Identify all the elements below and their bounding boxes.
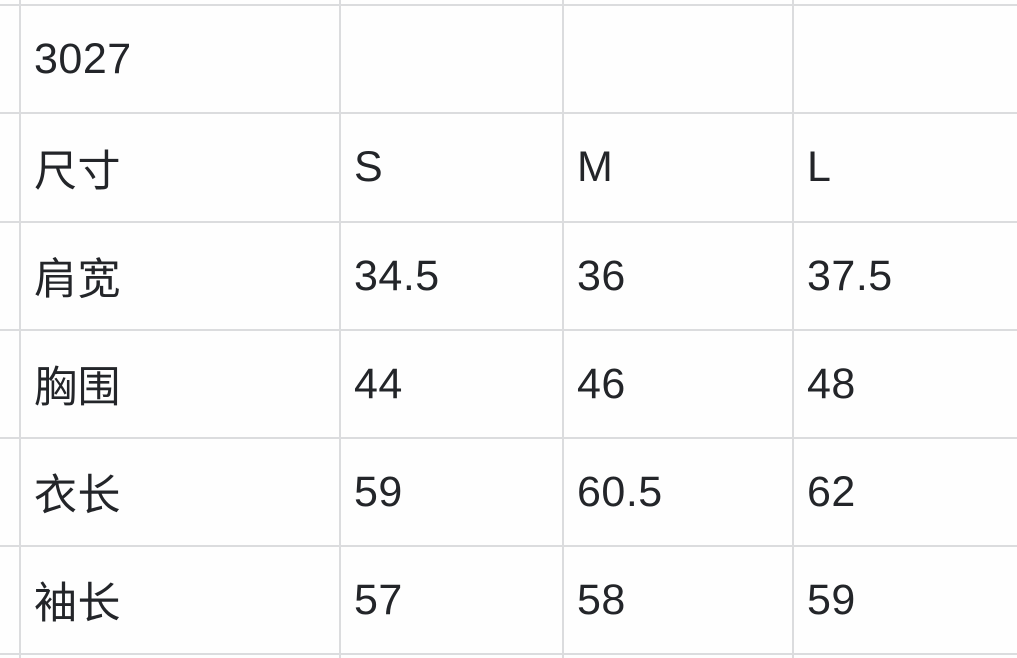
spacer-cell [0,223,21,331]
partial-bottom-cell [0,655,21,658]
size-header-label-cell: 尺寸 [21,114,341,223]
partial-bottom-cell [564,655,794,658]
measurement-value-cell: 59 [341,439,564,547]
measurement-value-cell: 62 [794,439,1017,547]
measurement-value-cell: 34.5 [341,223,564,331]
empty-cell [794,6,1017,114]
size-s-header-cell: S [341,114,564,223]
product-code-cell: 3027 [21,6,341,114]
partial-top-cell [341,0,564,6]
empty-cell [341,6,564,114]
partial-bottom-cell [341,655,564,658]
size-m-header-cell: M [564,114,794,223]
spacer-cell [0,439,21,547]
partial-top-cell [794,0,1017,6]
measurement-value-cell: 44 [341,331,564,439]
measurement-label-cell: 袖长 [21,547,341,655]
measurement-value-cell: 36 [564,223,794,331]
measurement-value-cell: 57 [341,547,564,655]
measurement-value-cell: 58 [564,547,794,655]
size-l-header-cell: L [794,114,1017,223]
measurement-label-cell: 衣长 [21,439,341,547]
spacer-cell [0,331,21,439]
spacer-cell [0,6,21,114]
measurement-value-cell: 60.5 [564,439,794,547]
measurement-label-cell: 肩宽 [21,223,341,331]
measurement-value-cell: 46 [564,331,794,439]
partial-bottom-cell [21,655,341,658]
spacer-cell [0,547,21,655]
measurement-value-cell: 48 [794,331,1017,439]
spacer-cell [0,114,21,223]
partial-top-cell [0,0,21,6]
partial-top-cell [21,0,341,6]
empty-cell [564,6,794,114]
measurement-value-cell: 37.5 [794,223,1017,331]
measurement-label-cell: 胸围 [21,331,341,439]
partial-bottom-cell [794,655,1017,658]
partial-top-cell [564,0,794,6]
measurement-value-cell: 59 [794,547,1017,655]
